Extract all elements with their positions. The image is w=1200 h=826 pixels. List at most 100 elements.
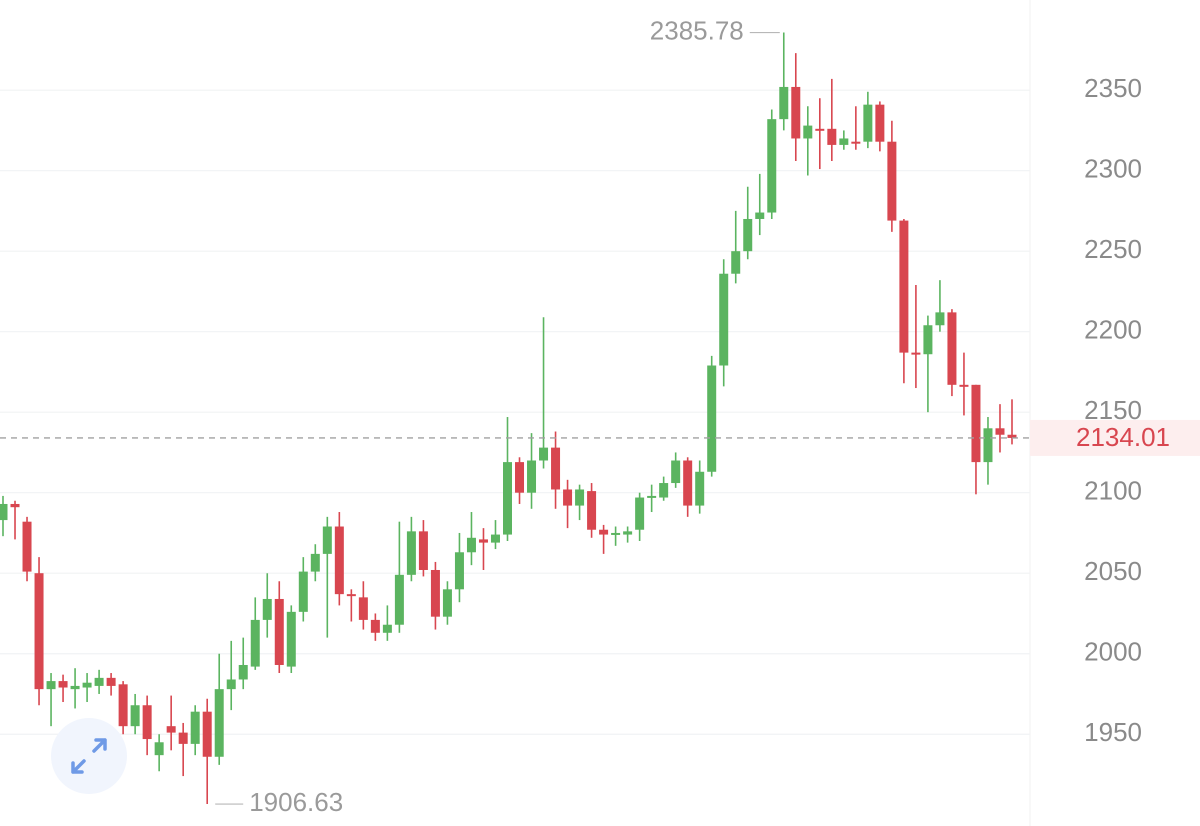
candle-body <box>442 589 452 617</box>
candle-body <box>418 531 428 570</box>
last-price-bg <box>1030 419 1200 456</box>
candle-body <box>839 138 849 145</box>
candle-body <box>755 212 765 219</box>
zoom-button[interactable] <box>51 718 127 794</box>
candle-body <box>118 684 128 727</box>
candle-body <box>310 553 320 572</box>
candle-body <box>370 619 380 633</box>
last-price-label: 2134.01 <box>1076 422 1170 452</box>
candle-body <box>599 529 609 535</box>
candle-body <box>515 462 525 493</box>
labels: 1950200020502100215022002250230023502385… <box>0 15 1200 817</box>
candle-body <box>166 726 176 733</box>
candle-body <box>238 664 248 680</box>
candle-body <box>743 218 753 252</box>
candle-body <box>659 483 669 498</box>
candle-body <box>82 682 92 688</box>
zoom-button-bg[interactable] <box>51 718 127 794</box>
candle-body <box>635 497 645 530</box>
candle-body <box>358 597 368 620</box>
candle-body <box>719 273 729 366</box>
candle-body <box>887 141 897 221</box>
candle-body <box>695 471 705 506</box>
candle-body <box>971 384 981 463</box>
candle-body <box>731 251 741 274</box>
candle-body <box>947 312 957 385</box>
candle-body <box>935 312 945 326</box>
y-tick-label: 1950 <box>1084 717 1142 747</box>
candle-body <box>142 705 152 740</box>
candle-body <box>226 679 236 690</box>
candle-body <box>959 384 969 387</box>
candle-body <box>551 447 561 490</box>
candle-body <box>539 447 549 461</box>
candle-body <box>286 611 296 667</box>
max-label: 2385.78 <box>650 15 744 45</box>
candle-body <box>34 573 44 690</box>
candle-body <box>707 365 717 472</box>
candle-body <box>587 491 597 530</box>
candle-body <box>250 619 260 667</box>
candle-body <box>394 574 404 625</box>
candle-body <box>779 86 789 120</box>
candle-body <box>106 677 116 686</box>
zoom-icon <box>71 738 107 774</box>
candle-body <box>70 685 80 690</box>
candle-body <box>647 495 657 498</box>
candle-body <box>863 104 873 142</box>
candle-body <box>298 571 308 612</box>
grid <box>0 89 1030 735</box>
candle-body <box>10 503 20 508</box>
candle-body <box>178 732 188 744</box>
candle-body <box>346 594 356 597</box>
candle-body <box>406 531 416 575</box>
min-label: 1906.63 <box>249 787 343 817</box>
candle-body <box>478 539 488 543</box>
y-tick-label: 2000 <box>1084 637 1142 667</box>
candle-body <box>851 141 861 144</box>
candle-body <box>466 537 476 553</box>
candle-body <box>671 460 681 484</box>
candle-body <box>803 125 813 139</box>
candle-body <box>623 531 633 535</box>
candle-body <box>382 624 392 633</box>
candle-body <box>767 119 777 213</box>
candle-body <box>94 677 104 686</box>
candle-body <box>46 681 56 690</box>
candle-body <box>827 128 837 145</box>
candle-body <box>683 460 693 506</box>
y-tick-label: 2200 <box>1084 315 1142 345</box>
candles <box>0 32 1017 805</box>
candle-body <box>490 534 500 543</box>
candle-body <box>995 428 1005 435</box>
candle-body <box>22 521 32 572</box>
candle-body <box>214 689 224 757</box>
candle-body <box>923 325 933 355</box>
candle-body <box>454 552 464 590</box>
candle-body <box>563 489 573 506</box>
candle-body <box>503 462 512 535</box>
candle-body <box>899 220 909 353</box>
candle-body <box>1007 434 1017 438</box>
y-tick-label: 2250 <box>1084 234 1142 264</box>
candle-body <box>815 128 825 131</box>
candle-body <box>527 460 537 493</box>
candle-body <box>130 705 140 727</box>
candle-body <box>430 569 440 617</box>
candle-body <box>911 352 921 355</box>
y-tick-label: 2100 <box>1084 476 1142 506</box>
candle-body <box>611 532 621 535</box>
candle-body <box>322 526 332 554</box>
y-tick-label: 2300 <box>1084 154 1142 184</box>
candle-body <box>202 711 212 757</box>
y-tick-label: 2050 <box>1084 556 1142 586</box>
y-tick-label: 2350 <box>1084 73 1142 103</box>
candle-body <box>334 526 344 595</box>
candle-body <box>0 503 8 521</box>
candle-body <box>575 489 585 506</box>
candle-body <box>274 598 284 665</box>
candle-body <box>190 711 200 744</box>
candle-body <box>791 86 801 139</box>
candle-body <box>262 598 272 620</box>
